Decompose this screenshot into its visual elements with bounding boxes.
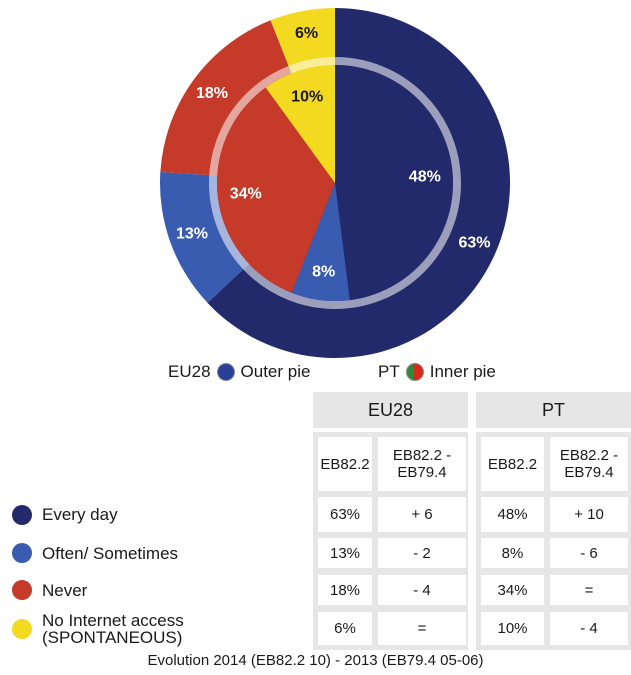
slice-label: 13% (176, 226, 208, 243)
row-legend: Often/ Sometimes (12, 538, 202, 568)
slice-label: 8% (312, 264, 335, 281)
table-cell: + 10 (550, 497, 628, 532)
category-label: No Internet access (SPONTANEOUS) (42, 610, 184, 647)
slice-label: 10% (291, 89, 323, 106)
legend-ring: Outer pie (240, 362, 311, 381)
category-label: Never (42, 580, 88, 600)
table-cell: 10% (481, 612, 544, 645)
column-header: EB82.2 - EB79.4 (550, 437, 628, 491)
outer-legend: EU28 Outer pie (168, 362, 310, 382)
slice-label: 6% (295, 25, 318, 42)
row-legend: Never (12, 575, 202, 605)
ring-separator (209, 57, 461, 309)
pt-icon (405, 363, 424, 381)
legend-dot (12, 580, 32, 600)
nested-pie: 63% 13% 18% 6% 48% 8% 34% 10% (159, 8, 511, 358)
table-cell: 63% (318, 497, 372, 532)
eu-icon (216, 363, 235, 381)
inner-legend: PT Inner pie (378, 362, 496, 382)
group-header: EU28 (313, 392, 468, 428)
table-cell: = (378, 612, 466, 645)
column-header: EB82.2 (318, 437, 372, 491)
table-cell: 18% (318, 575, 372, 605)
table-cell: 8% (481, 538, 544, 568)
legend-name: PT (378, 362, 400, 381)
legend-dot (12, 618, 32, 639)
pie-slice (265, 65, 335, 183)
category-label: Every day (42, 505, 118, 524)
slice-label: 63% (458, 235, 490, 252)
table-cell: = (550, 575, 628, 605)
table-cell: - 4 (550, 612, 628, 645)
table-cell: 48% (481, 497, 544, 532)
group-header: PT (476, 392, 631, 428)
slice-label: 34% (230, 185, 262, 202)
category-label: Often/ Sometimes (42, 543, 179, 563)
table-cell: 6% (318, 612, 372, 645)
legend-dot (12, 543, 32, 563)
row-legend: No Internet access (SPONTANEOUS) (12, 610, 202, 647)
pie-slice (335, 65, 454, 301)
table-cell: - 6 (550, 538, 628, 568)
column-header: EB82.2 (481, 437, 544, 491)
slice-label: 48% (409, 169, 441, 186)
column-header: EB82.2 - EB79.4 (378, 437, 466, 491)
table-cell: 34% (481, 575, 544, 605)
table-cell: 13% (318, 538, 372, 568)
footnote: Evolution 2014 (EB82.2 10) - 2013 (EB79.… (147, 652, 484, 669)
legend-name: EU28 (168, 362, 211, 381)
table-cell: + 6 (378, 497, 466, 532)
pie-slice (216, 87, 335, 293)
legend-ring: Inner pie (429, 362, 496, 381)
legend-dot (12, 504, 32, 525)
slice-label: 18% (196, 85, 228, 102)
table-cell: - 4 (378, 575, 466, 605)
pie-slice (291, 183, 350, 301)
table-cell: - 2 (378, 538, 466, 568)
row-legend: Every day (12, 497, 202, 532)
